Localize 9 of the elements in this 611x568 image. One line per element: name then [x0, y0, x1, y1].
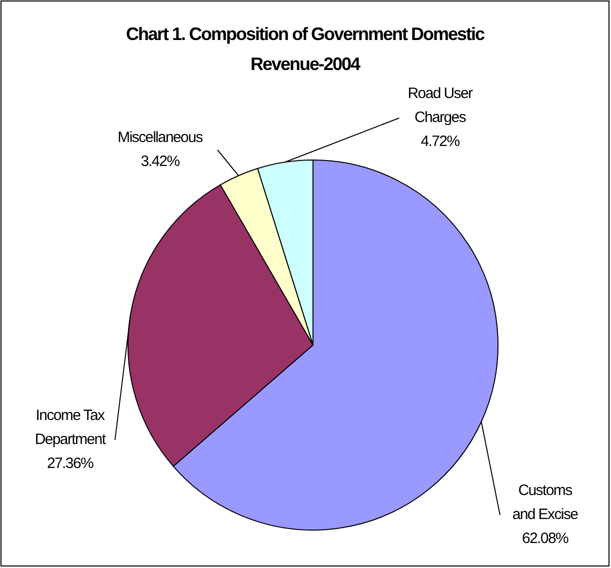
- data-label: 4.72%: [420, 132, 460, 150]
- data-label: 62.08%: [522, 530, 568, 547]
- data-label: 3.42%: [140, 152, 180, 170]
- slice-label: Customs and Excise: [512, 482, 578, 523]
- slice-label: Road User Charges: [408, 84, 474, 126]
- data-label: 27.36%: [46, 454, 94, 472]
- slice-label: Miscellaneous: [118, 128, 203, 146]
- chart-title: Chart 1. Composition of Government Domestic Revenue-2004: [126, 24, 486, 74]
- slice-label: Income Tax Department: [34, 406, 107, 448]
